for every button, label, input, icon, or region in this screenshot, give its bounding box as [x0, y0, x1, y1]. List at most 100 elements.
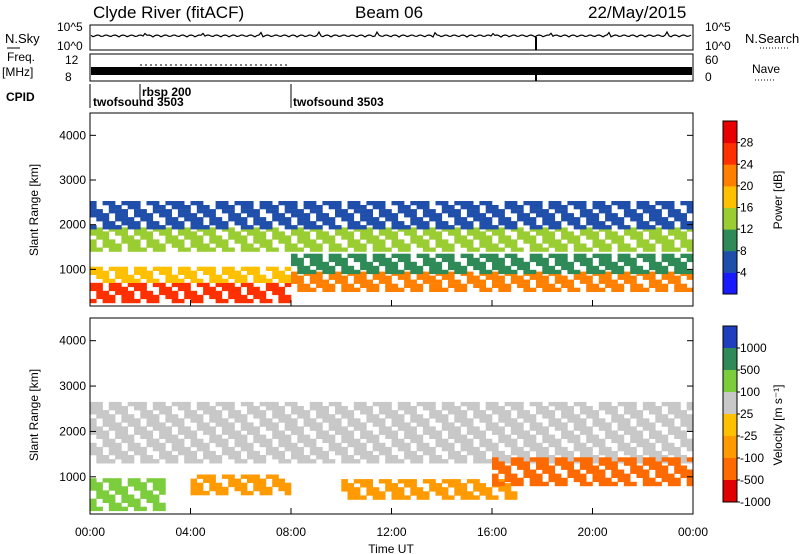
velocity-cell: [322, 414, 329, 419]
power-cell: [303, 217, 311, 222]
velocity-cell: [548, 422, 556, 427]
power-cell: [448, 243, 455, 248]
power-cell: [649, 275, 656, 280]
velocity-cell: [410, 459, 417, 464]
power-cell: [391, 231, 399, 236]
power-cell: [284, 221, 292, 226]
velocity-cell: [240, 426, 248, 431]
power-cell: [134, 243, 141, 248]
power-cell: [579, 227, 587, 232]
velocity-cell: [404, 430, 411, 435]
power-cell: [171, 225, 179, 230]
velocity-cell: [115, 478, 122, 483]
power-cell: [278, 274, 285, 279]
power-cell: [548, 213, 556, 218]
velocity-cell: [228, 426, 235, 431]
power-cell: [253, 290, 260, 296]
velocity-cell: [209, 418, 216, 423]
velocity-cell: [473, 479, 480, 484]
velocity-cell: [655, 430, 662, 435]
velocity-cell: [190, 430, 198, 435]
velocity-cell: [649, 457, 656, 462]
velocity-cell: [605, 434, 612, 439]
power-cell: [372, 283, 380, 288]
velocity-cell: [303, 455, 311, 460]
velocity-cell: [190, 478, 198, 483]
velocity-cell: [397, 401, 405, 407]
power-cell: [259, 278, 267, 283]
power-cell: [347, 225, 355, 230]
power-ytick-label: 1000: [59, 262, 86, 276]
power-cell: [171, 294, 179, 300]
power-cell: [215, 278, 223, 283]
power-cell: [674, 287, 681, 292]
velocity-cell: [102, 414, 110, 419]
velocity-cell: [617, 438, 625, 444]
velocity-cell: [159, 422, 166, 427]
velocity-cell: [190, 410, 198, 415]
velocity-cell: [642, 450, 650, 456]
power-cell: [196, 247, 204, 252]
velocity-cell: [630, 414, 637, 419]
power-cell: [630, 265, 637, 271]
power-cell: [372, 253, 380, 258]
power-cell: [90, 209, 97, 214]
power-cell: [473, 213, 480, 218]
power-cell: [385, 279, 392, 284]
power-cell: [240, 217, 248, 222]
velocity-cell: [661, 422, 669, 427]
power-cell: [96, 290, 103, 296]
velocity-cell: [454, 459, 461, 464]
power-cell: [240, 221, 248, 226]
power-cell: [165, 201, 172, 206]
velocity-cell: [146, 418, 154, 423]
velocity-cell: [617, 446, 625, 452]
power-cell: [127, 201, 135, 206]
power-cell: [134, 221, 141, 226]
velocity-cell: [598, 401, 606, 407]
velocity-cell: [655, 461, 662, 466]
velocity-cell: [90, 506, 97, 512]
velocity-cell: [466, 479, 474, 484]
power-cell: [316, 227, 323, 232]
power-cell: [548, 265, 556, 271]
power-cell: [140, 227, 147, 232]
velocity-cell: [510, 473, 518, 478]
power-cell: [328, 265, 336, 271]
power-cell: [529, 275, 537, 280]
power-cell: [96, 274, 103, 279]
power-cell: [611, 283, 618, 288]
velocity-cell: [460, 410, 468, 415]
power-cell: [598, 261, 606, 267]
power-cell: [435, 239, 443, 244]
power-cell: [410, 287, 417, 292]
velocity-cell: [134, 401, 141, 407]
velocity-cell: [177, 418, 185, 423]
power-cell: [209, 221, 216, 226]
power-cell: [140, 290, 147, 296]
power-cell: [523, 201, 530, 206]
cpid-segment-2: rbsp 200: [142, 85, 192, 99]
power-cell: [649, 283, 656, 288]
velocity-cell: [523, 469, 530, 474]
velocity-xtick-label: 00:00: [678, 525, 708, 539]
power-cell: [328, 253, 336, 258]
power-cell: [278, 294, 285, 300]
power-cell: [473, 265, 480, 271]
power-cell: [397, 257, 405, 263]
velocity-cell: [253, 426, 260, 431]
velocity-cell: [630, 455, 637, 460]
velocity-cell: [228, 422, 235, 427]
power-cell: [291, 261, 298, 267]
velocity-colorbar-label: Velocity [m s⁻¹]: [771, 384, 785, 465]
velocity-cell: [165, 426, 172, 431]
velocity-cell: [347, 495, 355, 500]
velocity-cell: [422, 442, 430, 448]
power-cell: [265, 221, 273, 226]
power-cell: [108, 298, 116, 304]
velocity-cell: [347, 442, 355, 448]
velocity-cell: [203, 478, 210, 483]
power-cell: [146, 239, 154, 244]
velocity-cell: [504, 438, 512, 444]
